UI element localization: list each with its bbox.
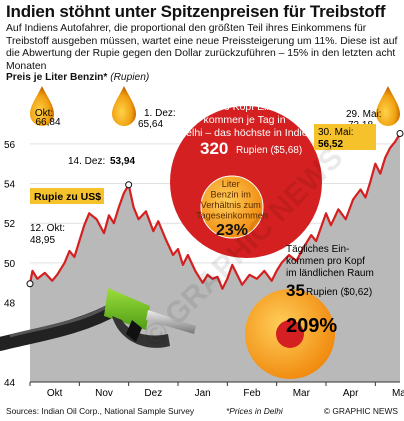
income-text-3: Delhi – das höchste in Indien bbox=[179, 127, 314, 139]
drop-oct-value: 66,84 bbox=[35, 117, 60, 128]
oct12-label: 12. Okt: bbox=[30, 223, 65, 234]
rural-text-2: kommen pro Kopf bbox=[286, 256, 365, 267]
y-tick-label: 44 bbox=[4, 378, 16, 389]
x-tick-label: Mar bbox=[293, 388, 311, 399]
y-tick-label: 54 bbox=[4, 180, 16, 191]
x-tick-label: Jan bbox=[195, 388, 211, 399]
x-axis: Okt Nov Dez Jan Feb Mar Apr Mai bbox=[29, 381, 404, 399]
income-value: 320 bbox=[200, 139, 228, 158]
x-tick-label: Feb bbox=[243, 388, 261, 399]
y-tick-label: 48 bbox=[4, 299, 16, 310]
drop-dec-label: 1. Dez: bbox=[144, 108, 176, 119]
drop-dec-value: 65,64 bbox=[138, 119, 163, 130]
may30-box: 30. Mai: 56,52 bbox=[314, 124, 376, 150]
rural-unit: Rupien ($0,62) bbox=[306, 287, 372, 298]
source-text: Sources: Indian Oil Corp., National Samp… bbox=[6, 406, 195, 416]
fuel-drop-icon bbox=[112, 86, 136, 126]
y-tick-label: 56 bbox=[4, 140, 16, 151]
svg-text:Tägliches Ein- kommen: Tägliches Ein- kommen pro Kopf im ländli… bbox=[286, 244, 374, 279]
svg-text:Liter Benzin im: Liter Benzin im Verhältnis zum Tageseink… bbox=[196, 179, 268, 221]
x-tick-label: Mai bbox=[392, 388, 404, 399]
y-tick-label: 50 bbox=[4, 259, 16, 270]
x-tick-label: Apr bbox=[343, 388, 359, 399]
highlight-point bbox=[125, 181, 133, 189]
income-text-2: kommen je Tag in bbox=[203, 114, 285, 126]
subtitle-unit: (Rupien) bbox=[110, 72, 150, 83]
fuel-nozzle-icon bbox=[0, 288, 196, 351]
intro-text: Auf Indiens Autofahrer, die proportional… bbox=[6, 23, 398, 72]
rural-share: 209% bbox=[286, 315, 337, 337]
rural-value: 35 bbox=[286, 281, 305, 300]
income-text-1: Pro Kopf Ein- bbox=[213, 101, 276, 113]
credit-text: © GRAPHIC NEWS bbox=[323, 406, 398, 416]
may30-label: 30. Mai: bbox=[318, 127, 354, 138]
fuel-drop-icon bbox=[30, 86, 54, 126]
rural-bubble: Tägliches Ein- kommen pro Kopf im ländli… bbox=[245, 244, 374, 379]
share-bubble: Liter Benzin im Verhältnis zum Tageseink… bbox=[196, 175, 268, 239]
drop-oct-label: Okt: bbox=[35, 108, 53, 119]
share-text-3: Verhältnis zum bbox=[201, 200, 262, 210]
x-tick-label: Okt bbox=[47, 388, 63, 399]
share-value: 23% bbox=[216, 222, 248, 239]
highlight-point bbox=[26, 280, 34, 288]
chart-subtitle: Preis je Liter Benzin* (Rupien) bbox=[6, 72, 149, 83]
y-tick-label: 52 bbox=[4, 219, 16, 230]
x-tick-label: Dez bbox=[144, 388, 162, 399]
drop-may-label: 29. Mai: bbox=[346, 109, 382, 120]
rural-text-1: Tägliches Ein- bbox=[286, 244, 349, 255]
may30-value: 56,52 bbox=[318, 139, 343, 150]
dec14-value: 53,94 bbox=[110, 156, 135, 167]
subtitle-label: Preis je Liter Benzin* bbox=[6, 72, 108, 83]
share-text-2: Benzin im bbox=[211, 190, 252, 200]
series-line bbox=[28, 132, 401, 290]
fuel-drop-icon bbox=[376, 86, 400, 126]
rupee-label: Rupie zu US$ bbox=[34, 191, 101, 203]
share-text-1: Liter bbox=[222, 179, 240, 189]
highlight-point bbox=[396, 130, 404, 138]
drop-dec: 1. Dez: 65,64 bbox=[112, 86, 176, 130]
rural-text-3: im ländlichen Raum bbox=[286, 268, 374, 279]
share-text-4: Tageseinkommen bbox=[196, 211, 268, 221]
dec14-label: 14. Dez: bbox=[68, 156, 105, 167]
svg-text:Pro Kopf Ein- kommen j: Pro Kopf Ein- kommen je Tag in Delhi – d… bbox=[179, 101, 314, 139]
note-text: *Prices in Delhi bbox=[226, 406, 283, 416]
drop-oct: Okt: 66,84 bbox=[30, 86, 61, 128]
income-unit: Rupien ($5,68) bbox=[236, 145, 302, 156]
page-title: Indien stöhnt unter Spitzenpreisen für T… bbox=[6, 2, 386, 21]
x-tick-label: Nov bbox=[95, 388, 113, 399]
rupee-label-box: Rupie zu US$ bbox=[30, 188, 104, 204]
oct12-value: 48,95 bbox=[30, 235, 55, 246]
